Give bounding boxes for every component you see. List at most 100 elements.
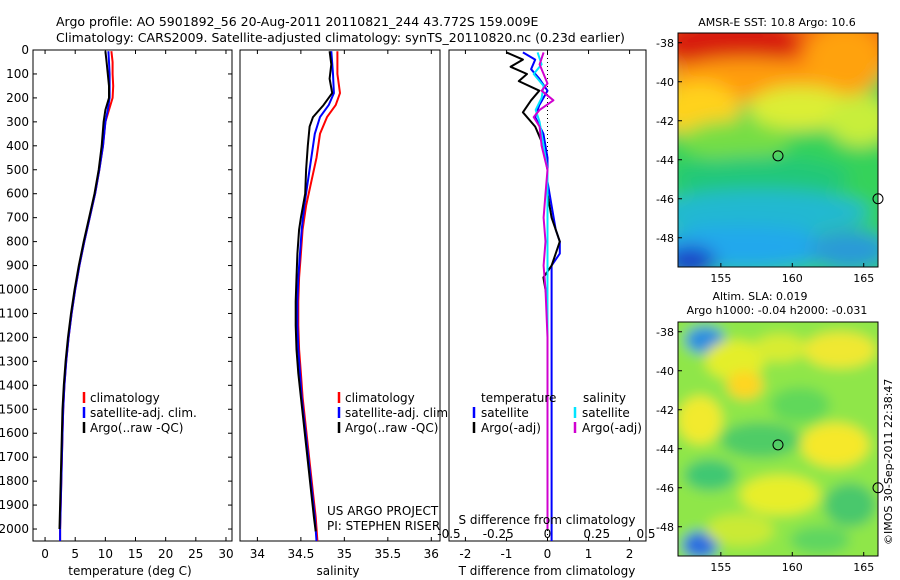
x-tick-label: 34.5 [288, 547, 315, 561]
s-tick-label: 0 [544, 527, 552, 541]
legend-label-argo: Argo(..raw -QC) [345, 421, 438, 435]
depth-tick-label: 400 [6, 139, 29, 153]
depth-tick-label: 1200 [0, 330, 29, 344]
x-tick-label: 0 [41, 547, 49, 561]
legend-label-s-argo: Argo(-adj) [582, 421, 642, 435]
x-tick-label: 5 [71, 547, 79, 561]
salinity-panel: 34 34.5 35 35.5 36 salinity climatology sate… [239, 49, 452, 578]
x-tick-label: 35 [337, 547, 352, 561]
lat-tick-label: -48 [656, 232, 674, 245]
depth-tick-label: 2000 [0, 522, 29, 536]
lat-tick-label: -38 [656, 37, 674, 50]
depth-tick-label: 800 [6, 235, 29, 249]
legend-label-satellite: satellite-adj. clim. [345, 406, 452, 420]
neighbour-marker [872, 193, 884, 205]
x-tick-label: 36 [424, 547, 439, 561]
legend-label-s-satellite: satellite [582, 406, 630, 420]
x-tick-label: 0 [544, 547, 552, 561]
difference-panel: -2 -1 0 1 2 -0.5 -0.25 0 0.25 0.5 T difference f… [437, 49, 656, 578]
sst-map: AMSR-E SST: 10.8 Argo: 10.6 -38 -40 -42 -44… [656, 16, 884, 285]
lat-tick-label: -42 [656, 404, 674, 417]
lat-tick-label: -42 [656, 115, 674, 128]
x-tick-label: 20 [158, 547, 173, 561]
depth-tick-label: 1700 [0, 450, 29, 464]
lon-tick-label: 165 [853, 272, 874, 285]
header-line-1: Argo profile: AO 5901892_56 20-Aug-2011 … [56, 14, 539, 29]
sst-map-axes: -38 -40 -42 -44 -46 -48 155 160 165 [656, 37, 874, 285]
sst-map-title: AMSR-E SST: 10.8 Argo: 10.6 [698, 16, 856, 29]
salinity-axes-box [239, 49, 441, 542]
x-tick-label: 2 [626, 547, 634, 561]
legend-title-salinity: salinity [583, 391, 626, 405]
x-tick-label: 35.5 [374, 547, 401, 561]
argo-position-marker [772, 439, 784, 451]
x-tick-label: 30 [218, 547, 233, 561]
sla-map-axes: -38 -40 -42 -44 -46 -48 155 160 165 [656, 326, 874, 574]
legend-label-satellite: satellite-adj. clim. [90, 406, 197, 420]
lon-tick-label: 160 [782, 272, 803, 285]
credit-project: US ARGO PROJECT [327, 504, 439, 518]
temperature-legend: climatology satellite-adj. clim. Argo(..… [82, 391, 197, 435]
depth-tick-label: 1800 [0, 474, 29, 488]
temperature-panel: 0100200300400500600700800900100011001200… [0, 43, 646, 578]
lat-tick-label: -46 [656, 193, 674, 206]
depth-tick-label: 200 [6, 91, 29, 105]
lat-tick-label: -48 [656, 521, 674, 534]
legend-label-argo: Argo(..raw -QC) [90, 421, 183, 435]
lat-tick-label: -40 [656, 365, 674, 378]
t-difference-xlabel: T difference from climatology [458, 564, 636, 578]
lon-tick-label: 155 [710, 272, 731, 285]
sla-map-title-2: Argo h1000: -0.04 h2000: -0.031 [687, 304, 868, 317]
depth-tick-label: 1000 [0, 283, 29, 297]
temperature-series [58, 51, 115, 541]
sla-map: Altim. SLA: 0.019 Argo h1000: -0.04 h200… [656, 290, 884, 574]
series-line [58, 51, 110, 530]
temperature-xlabel: temperature (deg C) [68, 564, 191, 578]
depth-tick-label: 100 [6, 67, 29, 81]
lat-tick-label: -44 [656, 443, 674, 456]
series-line [532, 52, 555, 529]
depth-tick-label: 0 [21, 43, 29, 57]
t-difference-x-axis: -2 -1 0 1 2 [459, 50, 633, 561]
sla-field [678, 322, 878, 556]
depth-tick-label: 1900 [0, 498, 29, 512]
legend-label-t-satellite: satellite [481, 406, 529, 420]
s-tick-label: 0.25 [583, 527, 610, 541]
difference-legend: temperature salinity satellite Argo(-adj… [472, 391, 642, 435]
lat-tick-label: -38 [656, 326, 674, 339]
lat-tick-label: -46 [656, 482, 674, 495]
depth-tick-label: 1300 [0, 354, 29, 368]
salinity-xlabel: salinity [316, 564, 359, 578]
s-tick-label: 0.5 [636, 527, 655, 541]
s-difference-xlabel: S difference from climatology [459, 513, 636, 527]
depth-tick-label: 1400 [0, 378, 29, 392]
depth-tick-label: 1100 [0, 306, 29, 320]
lon-tick-label: 165 [853, 561, 874, 574]
depth-tick-label: 1500 [0, 402, 29, 416]
credit-pi: PI: STEPHEN RISER [327, 519, 440, 533]
imos-credit: ©IMOS 30-Sep-2011 22:38:47 [882, 379, 895, 545]
difference-series [506, 51, 561, 541]
s-tick-label: -0.25 [483, 527, 514, 541]
x-tick-label: -1 [500, 547, 512, 561]
legend-title-temperature: temperature [481, 391, 556, 405]
series-line [294, 51, 334, 532]
salinity-legend: climatology satellite-adj. clim. Argo(..… [337, 391, 452, 435]
x-tick-label: 34 [250, 547, 265, 561]
sst-field [678, 33, 878, 267]
lat-tick-label: -40 [656, 76, 674, 89]
temperature-x-axis: 0 5 10 15 20 25 30 [41, 50, 234, 561]
x-tick-label: -2 [459, 547, 471, 561]
depth-tick-label: 900 [6, 259, 29, 273]
depth-tick-label: 600 [6, 187, 29, 201]
x-tick-label: 1 [585, 547, 593, 561]
x-tick-label: 25 [188, 547, 203, 561]
sst-map-frame [677, 32, 879, 268]
legend-label-t-argo: Argo(-adj) [481, 421, 541, 435]
legend-label-climatology: climatology [345, 391, 415, 405]
depth-tick-label: 700 [6, 211, 29, 225]
lat-tick-label: -44 [656, 154, 674, 167]
depth-tick-label: 300 [6, 115, 29, 129]
salinity-series [294, 51, 341, 541]
